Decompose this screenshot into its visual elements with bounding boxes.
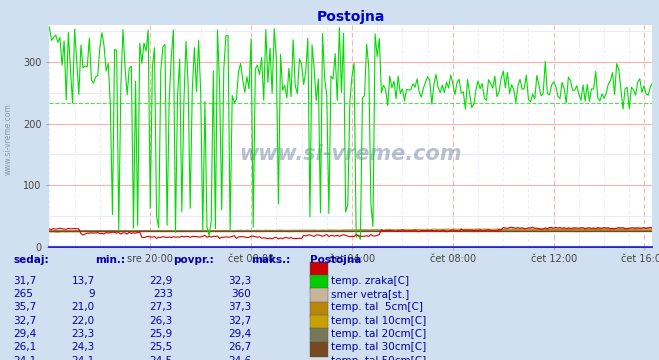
Text: 27,3: 27,3 xyxy=(150,302,173,312)
Text: 25,9: 25,9 xyxy=(150,329,173,339)
Text: 26,1: 26,1 xyxy=(13,342,36,352)
Bar xyxy=(310,328,328,343)
Text: 31,7: 31,7 xyxy=(13,276,36,286)
Text: maks.:: maks.: xyxy=(251,255,291,265)
Text: 24,5: 24,5 xyxy=(150,356,173,360)
Text: www.si-vreme.com: www.si-vreme.com xyxy=(240,144,462,163)
Text: 233: 233 xyxy=(153,289,173,299)
Text: 37,3: 37,3 xyxy=(228,302,251,312)
Bar xyxy=(310,302,328,317)
Bar xyxy=(310,342,328,357)
Text: temp. tal 30cm[C]: temp. tal 30cm[C] xyxy=(331,342,426,352)
Text: 24,1: 24,1 xyxy=(71,356,95,360)
Text: 360: 360 xyxy=(231,289,251,299)
Text: 32,3: 32,3 xyxy=(228,276,251,286)
Bar xyxy=(310,315,328,330)
Text: 265: 265 xyxy=(13,289,33,299)
Bar xyxy=(310,288,328,303)
Text: 35,7: 35,7 xyxy=(13,302,36,312)
Text: temp. zraka[C]: temp. zraka[C] xyxy=(331,276,409,286)
Text: povpr.:: povpr.: xyxy=(173,255,214,265)
Text: 9: 9 xyxy=(88,289,95,299)
Text: 13,7: 13,7 xyxy=(71,276,95,286)
Text: temp. tal 10cm[C]: temp. tal 10cm[C] xyxy=(331,316,426,326)
Text: sedaj:: sedaj: xyxy=(13,255,49,265)
Text: smer vetra[st.]: smer vetra[st.] xyxy=(331,289,409,299)
Text: temp. tal  5cm[C]: temp. tal 5cm[C] xyxy=(331,302,423,312)
Text: 29,4: 29,4 xyxy=(13,329,36,339)
Text: 24,3: 24,3 xyxy=(71,342,95,352)
Text: min.:: min.: xyxy=(95,255,125,265)
Text: 32,7: 32,7 xyxy=(13,316,36,326)
Text: 21,0: 21,0 xyxy=(72,302,95,312)
Title: Postojna: Postojna xyxy=(317,10,385,24)
Text: 26,7: 26,7 xyxy=(228,342,251,352)
Text: 22,9: 22,9 xyxy=(150,276,173,286)
Text: Postojna: Postojna xyxy=(310,255,361,265)
Text: 24,6: 24,6 xyxy=(228,356,251,360)
Text: 24,1: 24,1 xyxy=(13,356,36,360)
Text: 25,5: 25,5 xyxy=(150,342,173,352)
Text: 22,0: 22,0 xyxy=(72,316,95,326)
Text: 23,3: 23,3 xyxy=(71,329,95,339)
Text: 26,3: 26,3 xyxy=(150,316,173,326)
Bar xyxy=(310,262,328,277)
Text: www.si-vreme.com: www.si-vreme.com xyxy=(3,103,13,175)
Text: temp. tal 50cm[C]: temp. tal 50cm[C] xyxy=(331,356,426,360)
Bar xyxy=(310,275,328,290)
Text: 29,4: 29,4 xyxy=(228,329,251,339)
Text: 32,7: 32,7 xyxy=(228,316,251,326)
Text: temp. tal 20cm[C]: temp. tal 20cm[C] xyxy=(331,329,426,339)
